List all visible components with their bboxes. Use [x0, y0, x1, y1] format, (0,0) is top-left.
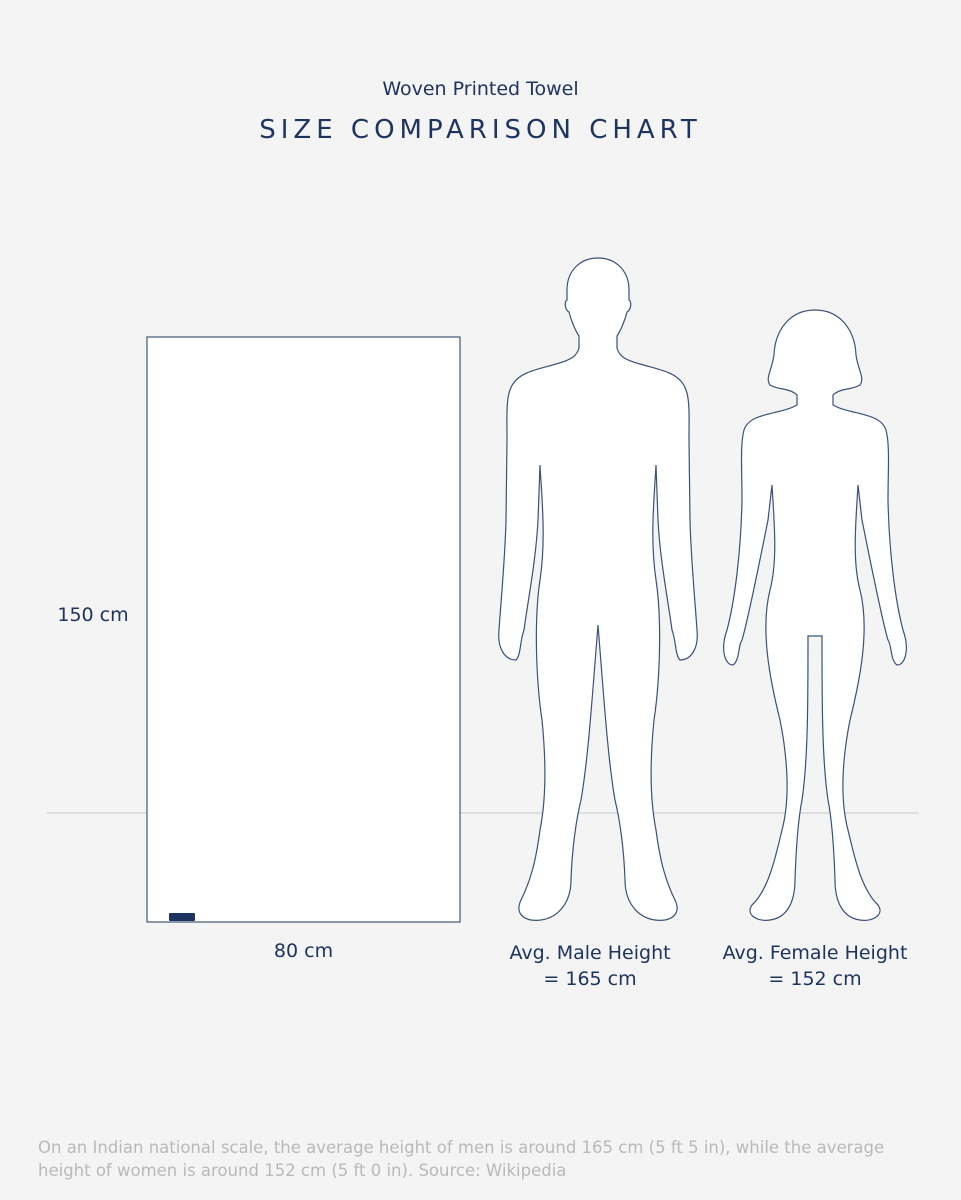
footer-note: On an Indian national scale, the average…: [38, 1138, 885, 1180]
male-label-line1: Avg. Male Height: [509, 942, 671, 964]
towel-width-label: 80 cm: [273, 940, 334, 962]
towel-brand-tag: [169, 913, 195, 921]
male-silhouette: [498, 257, 698, 921]
female-height-label: Avg. Female Height = 152 cm: [695, 940, 935, 992]
female-label-line1: Avg. Female Height: [722, 942, 908, 964]
female-silhouette: [723, 309, 907, 921]
chart-title: SIZE COMPARISON CHART: [259, 115, 702, 145]
towel-rectangle: [146, 336, 461, 923]
product-name: Woven Printed Towel: [382, 78, 579, 100]
towel-height-label: 150 cm: [57, 604, 129, 626]
male-label-line2: = 165 cm: [543, 968, 637, 990]
male-height-label: Avg. Male Height = 165 cm: [470, 940, 710, 992]
female-label-line2: = 152 cm: [768, 968, 862, 990]
